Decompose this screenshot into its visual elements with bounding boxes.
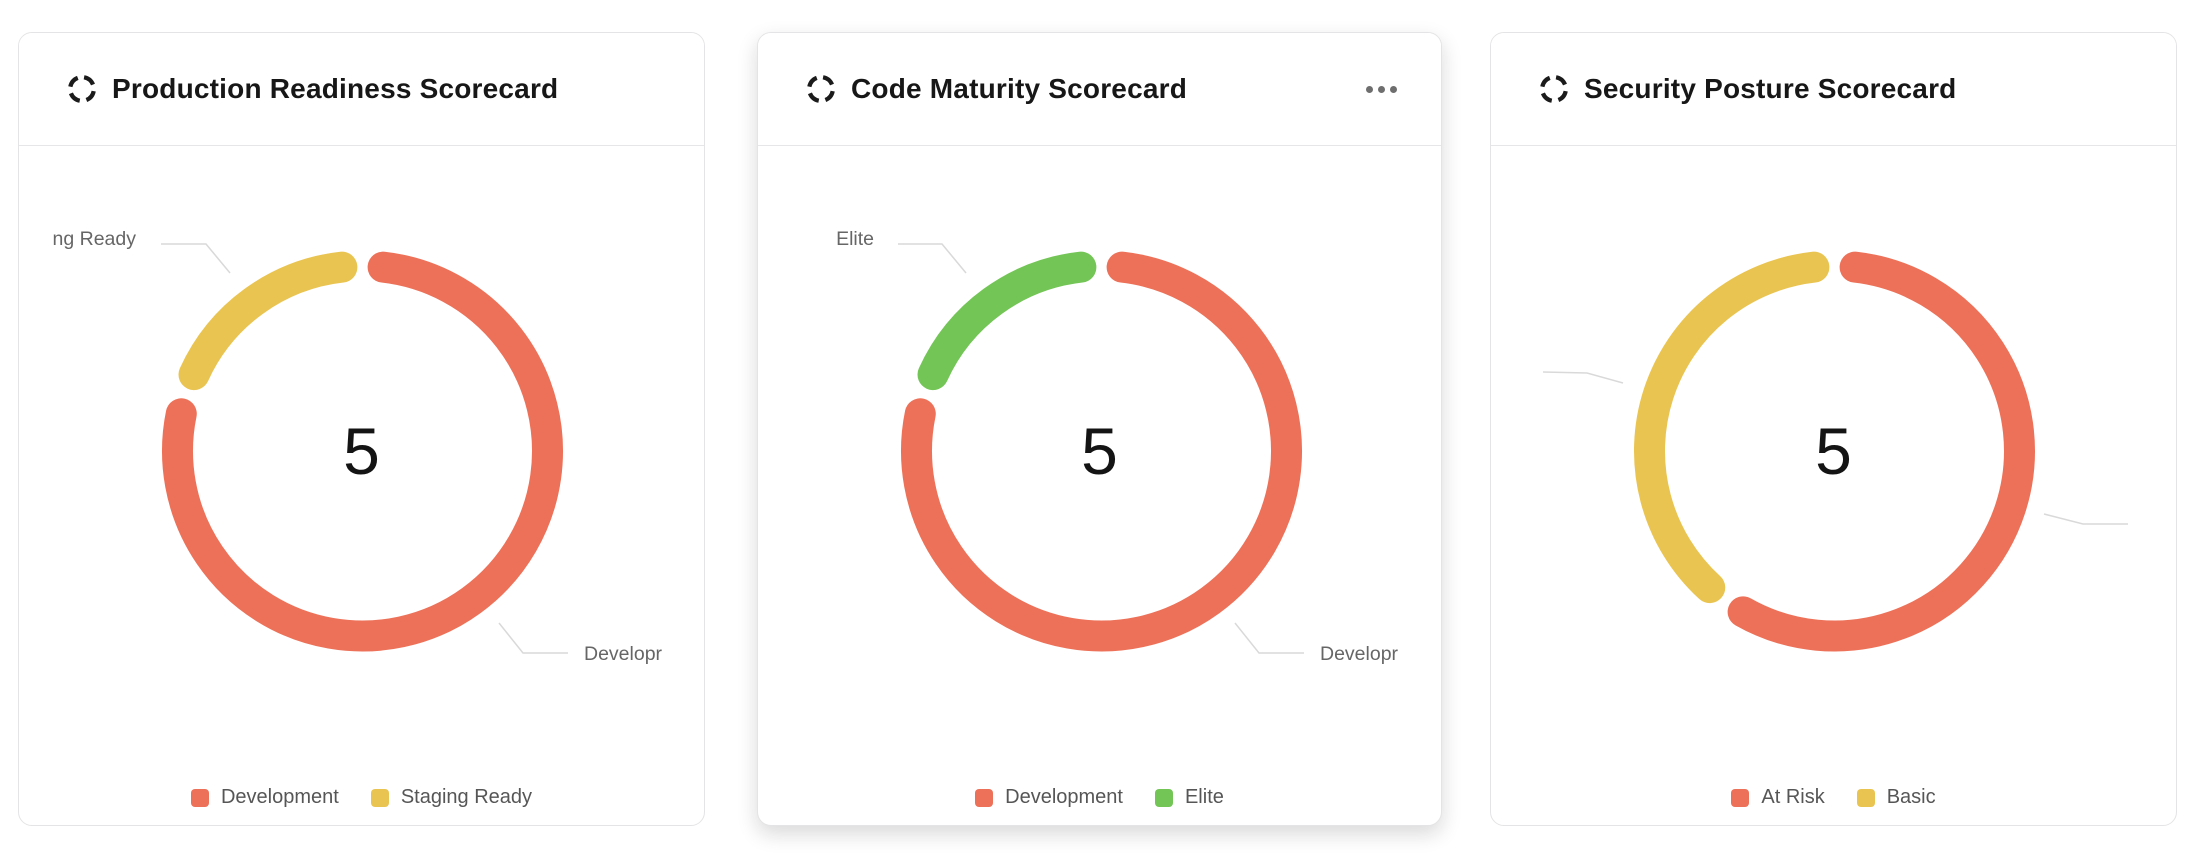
card-security-posture: Security Posture Scorecard 5 At Risk Bas… (1490, 32, 2177, 826)
ellipsis-dot (1390, 85, 1397, 93)
legend-swatch-icon (1856, 788, 1875, 807)
slice-callout-label: ng Ready (53, 228, 137, 250)
chart-legend: At Risk Basic (1491, 786, 2176, 809)
legend-swatch-icon (975, 788, 994, 807)
donut-chart-icon (807, 75, 835, 103)
donut-segment-development[interactable] (901, 251, 1302, 652)
legend-swatch-icon (1731, 788, 1750, 807)
label-leader-line (498, 622, 568, 654)
donut-segment-basic[interactable] (1634, 251, 1830, 604)
legend-label: Basic (1886, 786, 1936, 808)
donut-segment-at-risk[interactable] (1727, 251, 2035, 652)
legend-item-elite[interactable]: Elite (1154, 786, 1224, 809)
legend-label: Staging Ready (400, 786, 533, 808)
slice-callout-label: Elite (836, 228, 874, 250)
donut-segment-elite[interactable] (917, 251, 1097, 391)
donut-chart: ng Ready Developr (53, 228, 663, 665)
card-title: Production Readiness Scorecard (112, 73, 559, 104)
label-leader-line (161, 243, 231, 274)
card-code-maturity: Code Maturity Scorecard Elite Developr 5 … (757, 32, 1442, 826)
legend-label: Development (1005, 786, 1123, 808)
donut-chart: Elite Developr (836, 228, 1399, 665)
donut-chart (1542, 251, 2128, 652)
legend-swatch-icon (1154, 788, 1173, 807)
legend-swatch-icon (190, 788, 209, 807)
legend-swatch-icon (370, 788, 389, 807)
legend-item-development[interactable]: Development (190, 786, 339, 809)
label-leader-line (1234, 622, 1304, 654)
label-leader-line (2043, 513, 2128, 525)
donut-center-value: 5 (1815, 414, 1852, 488)
legend-item-basic[interactable]: Basic (1856, 786, 1936, 809)
card-title: Security Posture Scorecard (1584, 73, 1957, 104)
legend-label: At Risk (1761, 786, 1825, 808)
card-production-readiness: Production Readiness Scorecard ng Ready D… (18, 32, 705, 826)
card-header: Code Maturity Scorecard (758, 33, 1441, 146)
label-leader-line (898, 243, 967, 274)
slice-callout-label: Developr (1320, 643, 1399, 665)
label-leader-line (1542, 371, 1624, 384)
donut-segment-development[interactable] (162, 251, 563, 652)
ellipsis-menu-button[interactable] (1364, 80, 1399, 99)
chart-legend: Development Elite (758, 786, 1441, 809)
legend-item-at-risk[interactable]: At Risk (1731, 786, 1825, 809)
slice-callout-label: Developr (584, 643, 663, 665)
legend-label: Elite (1184, 786, 1224, 808)
card-title: Code Maturity Scorecard (851, 73, 1188, 104)
card-header: Security Posture Scorecard (1491, 33, 2176, 146)
ellipsis-dot (1366, 85, 1373, 93)
legend-item-staging-ready[interactable]: Staging Ready (370, 786, 533, 809)
card-header: Production Readiness Scorecard (19, 33, 704, 146)
donut-center-value: 5 (343, 414, 380, 488)
ellipsis-dot (1378, 85, 1385, 93)
donut-chart-icon (68, 75, 96, 103)
donut-segment-staging-ready[interactable] (178, 251, 358, 391)
donut-chart-icon (1540, 75, 1568, 103)
chart-legend: Development Staging Ready (19, 786, 704, 809)
donut-center-value: 5 (1081, 414, 1118, 488)
legend-item-development[interactable]: Development (975, 786, 1123, 809)
legend-label: Development (220, 786, 339, 808)
